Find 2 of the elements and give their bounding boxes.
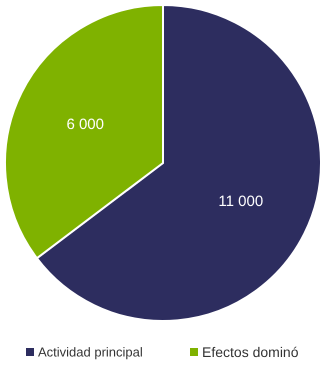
data-label: 11 000 <box>218 193 264 210</box>
data-label: 6 000 <box>66 116 104 133</box>
